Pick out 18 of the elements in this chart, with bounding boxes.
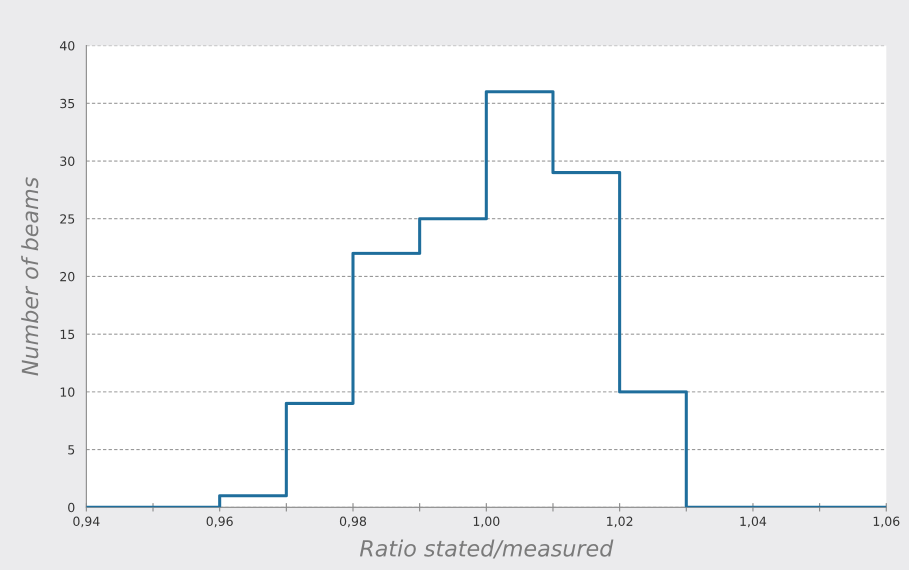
y-tick-label: 15 — [60, 330, 74, 340]
y-tick-label: 35 — [60, 98, 74, 108]
x-tick-label: 1,00 — [474, 516, 500, 528]
x-tick-label: 1,06 — [874, 516, 900, 528]
x-tick-label: 0,96 — [206, 516, 233, 528]
y-axis-title: Number of beams — [21, 177, 38, 376]
y-tick-label: 30 — [60, 156, 74, 166]
y-tick-label: 0 — [68, 502, 74, 512]
y-tick-label: 40 — [60, 41, 74, 51]
x-tick-label: 1,04 — [740, 516, 766, 528]
x-tick-label: 1,02 — [607, 516, 632, 528]
y-tick-label: 5 — [68, 445, 74, 455]
x-axis-title: Ratio stated/measured — [360, 540, 614, 558]
x-tick-label: 0,98 — [340, 516, 366, 528]
x-tick-label: 0,94 — [73, 516, 100, 528]
y-tick-label: 10 — [60, 387, 74, 397]
y-tick-label: 25 — [60, 214, 74, 224]
y-tick-label: 20 — [60, 272, 74, 282]
